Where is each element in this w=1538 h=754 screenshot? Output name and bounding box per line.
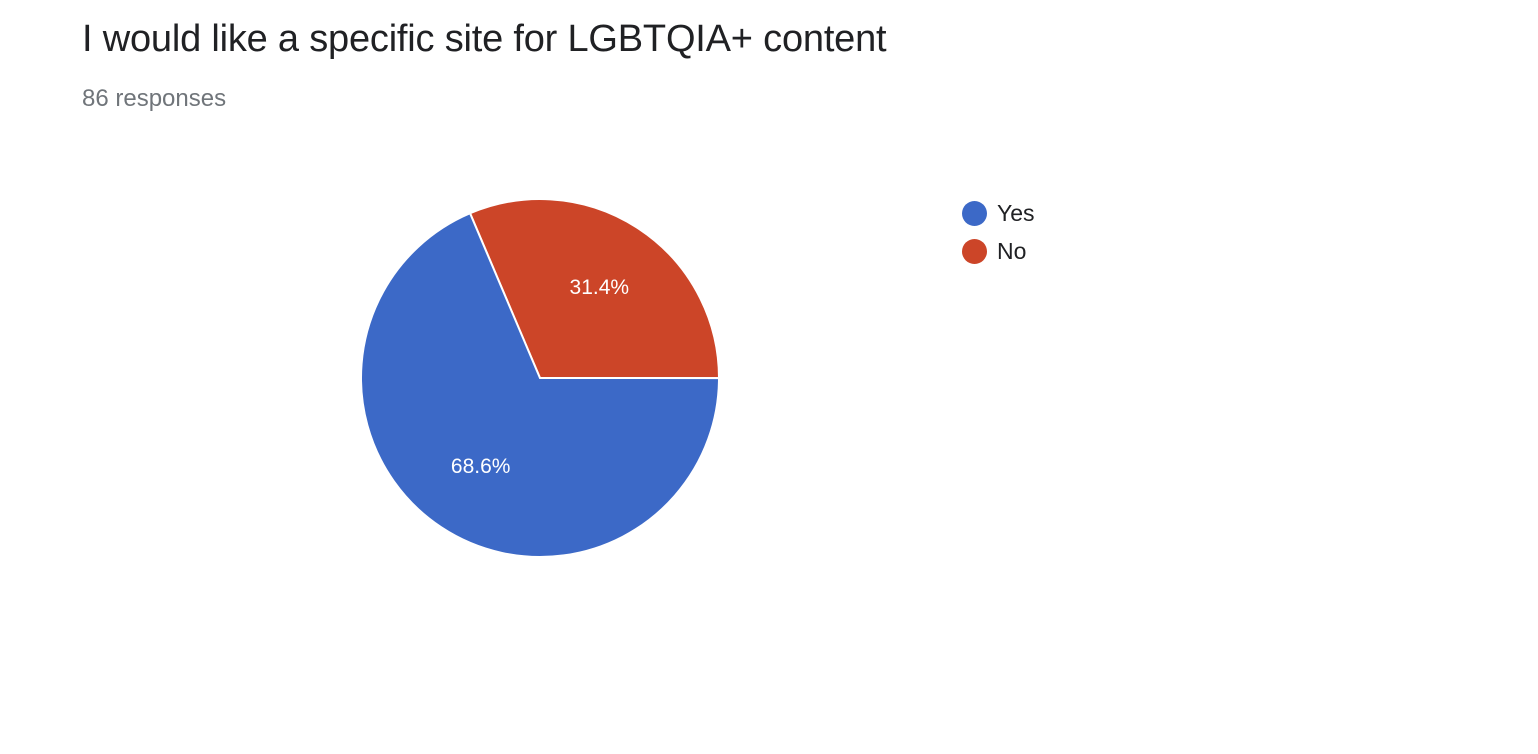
legend-item-no[interactable]: No — [962, 232, 1035, 270]
legend-label-no: No — [997, 237, 1027, 264]
question-title: I would like a specific site for LGBTQIA… — [82, 18, 887, 60]
legend-label-yes: Yes — [997, 199, 1035, 226]
chart-legend: Yes No — [962, 194, 1035, 270]
pie-slice-no[interactable] — [468, 198, 721, 380]
response-count: 86 responses — [82, 85, 227, 112]
legend-item-yes[interactable]: Yes — [962, 194, 1035, 232]
pie-slice-yes[interactable] — [360, 211, 721, 558]
slice-label-yes: 68.6% — [451, 455, 511, 478]
legend-swatch-yes — [962, 200, 987, 226]
legend-swatch-no — [962, 238, 987, 264]
slice-label-no: 31.4% — [570, 276, 630, 299]
